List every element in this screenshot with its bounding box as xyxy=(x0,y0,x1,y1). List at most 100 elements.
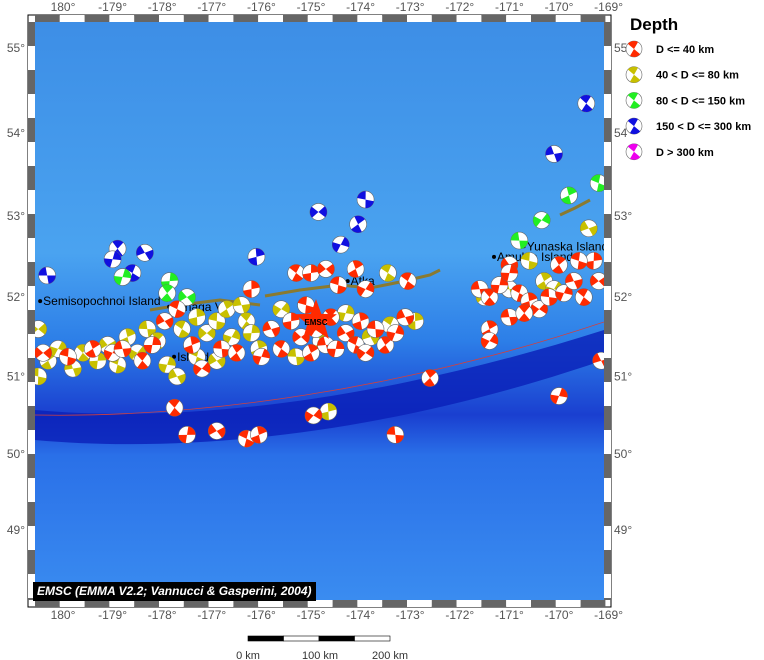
beach-ball-shallow xyxy=(207,422,226,440)
beach-ball-shallow xyxy=(227,344,246,362)
beach-ball-deep xyxy=(545,145,563,163)
beach-ball-shallow xyxy=(584,252,603,270)
beach-ball-intermediate xyxy=(579,219,598,238)
beach-ball-shallow xyxy=(282,312,300,330)
beach-ball-mid-depth xyxy=(532,211,551,229)
beach-ball-shallow xyxy=(570,252,588,270)
beach-ball-intermediate xyxy=(242,324,261,342)
lon-tick-label: -170° xyxy=(545,0,574,14)
beach-ball-intermediate xyxy=(520,252,539,270)
lon-tick-label: -177° xyxy=(197,0,226,14)
lat-tick-label: 55° xyxy=(7,41,25,55)
lat-tick-label: 54° xyxy=(7,126,25,140)
beach-ball-shallow xyxy=(168,300,186,318)
beach-ball-shallow xyxy=(250,426,268,444)
depth-legend: Depth D <= 40 km 40 < D <= 80 km 80 < D <=… xyxy=(625,15,751,161)
beach-ball-shallow xyxy=(302,264,320,282)
beach-ball-shallow xyxy=(317,260,335,278)
beach-ball-mid-depth xyxy=(560,186,578,205)
beach-ball-shallow xyxy=(515,304,534,322)
beach-ball-deep xyxy=(38,266,56,285)
place-label: Yunaska Island xyxy=(527,239,608,253)
lat-tick-label: 49° xyxy=(614,523,632,537)
beach-ball-deep xyxy=(247,248,266,266)
beach-ball-shallow xyxy=(83,340,102,358)
beach-ball-shallow xyxy=(165,398,184,417)
beach-ball-shallow xyxy=(500,308,519,326)
lon-tick-label: -169° xyxy=(594,0,623,14)
beach-ball-deep xyxy=(577,94,596,113)
place-marker xyxy=(345,279,350,284)
beach-ball-deep xyxy=(331,235,350,254)
beach-ball-shallow xyxy=(346,260,365,278)
legend-ball-icon xyxy=(625,40,643,58)
scale-bar: 0 km 100 km 200 km xyxy=(236,635,408,660)
beach-ball-shallow xyxy=(386,324,405,342)
lat-tick-label: 53° xyxy=(7,209,25,223)
beach-ball-shallow xyxy=(351,312,370,330)
beach-ball-shallow xyxy=(155,312,174,330)
legend-ball-icon xyxy=(625,66,643,83)
beach-ball-shallow xyxy=(480,288,499,306)
beach-ball-intermediate xyxy=(158,355,176,374)
lon-tick-label: -172° xyxy=(445,608,474,622)
beach-ball-mid-depth xyxy=(178,288,196,306)
beach-ball-shallow xyxy=(242,280,261,298)
beach-ball-intermediate xyxy=(232,296,251,314)
beach-ball-mid-depth xyxy=(589,174,604,192)
beach-ball-shallow xyxy=(398,272,417,290)
beach-ball-intermediate xyxy=(222,328,241,346)
lon-tick-label: -179° xyxy=(98,608,127,622)
lon-tick-label: -174° xyxy=(346,0,375,14)
lon-tick-label: -170° xyxy=(545,608,574,622)
beach-ball-deep xyxy=(103,250,122,269)
legend-title: Depth xyxy=(630,15,678,34)
beach-ball-deep xyxy=(309,203,328,221)
lat-tick-label: 52° xyxy=(7,290,25,304)
beach-ball-intermediate xyxy=(287,348,305,366)
credit-label: EMSC (EMMA V2.2; Vannucci & Gasperini, 2… xyxy=(33,582,316,601)
legend-item-label: 150 < D <= 300 km xyxy=(656,121,751,133)
legend-item-label: D <= 40 km xyxy=(656,44,714,56)
beach-ball-intermediate xyxy=(168,367,186,386)
lat-tick-label: 53° xyxy=(614,209,632,223)
beach-ball-shallow xyxy=(35,344,52,362)
beach-ball-shallow xyxy=(272,340,291,358)
beach-ball-intermediate xyxy=(198,324,216,342)
beach-ball-shallow xyxy=(193,359,211,378)
beach-ball-intermediate xyxy=(319,402,338,421)
lat-tick-label: 50° xyxy=(7,447,25,461)
lon-tick-label: 180° xyxy=(51,608,76,622)
epicenter-label: EMSC xyxy=(304,318,327,327)
beach-ball-intermediate xyxy=(207,312,226,330)
beach-ball-shallow xyxy=(550,256,568,274)
beach-ball-shallow xyxy=(490,276,509,294)
beach-ball-shallow xyxy=(326,340,345,358)
place-marker xyxy=(492,254,496,259)
beach-ball-shallow xyxy=(376,336,395,354)
beach-ball-deep xyxy=(349,215,367,234)
lon-tick-label: -174° xyxy=(346,608,375,622)
legend-item-label: 40 < D <= 80 km xyxy=(656,70,739,82)
lon-tick-label: -169° xyxy=(594,608,623,622)
lat-tick-label: 51° xyxy=(7,369,25,383)
lon-tick-label: -179° xyxy=(98,0,127,14)
beach-ball-shallow xyxy=(356,344,375,362)
scale-label: 200 km xyxy=(372,650,408,660)
epicenter-star-icon[interactable] xyxy=(295,299,337,339)
lon-tick-label: -177° xyxy=(197,608,226,622)
beach-ball-shallow xyxy=(133,351,152,370)
lon-tick-label: -173° xyxy=(396,0,425,14)
beach-ball-shallow xyxy=(550,387,568,405)
lon-tick-label: -178° xyxy=(148,0,177,14)
legend-ball-icon xyxy=(625,92,643,109)
beach-ball-shallow xyxy=(396,308,415,326)
beach-ball-shallow xyxy=(59,348,77,366)
lon-tick-label: -176° xyxy=(247,608,276,622)
beach-ball-shallow xyxy=(329,276,348,294)
beach-ball-shallow xyxy=(592,351,604,370)
beach-ball-shallow xyxy=(555,284,573,302)
lon-tick-label: 180° xyxy=(51,0,76,14)
legend-item-label: 80 < D <= 150 km xyxy=(656,95,745,107)
